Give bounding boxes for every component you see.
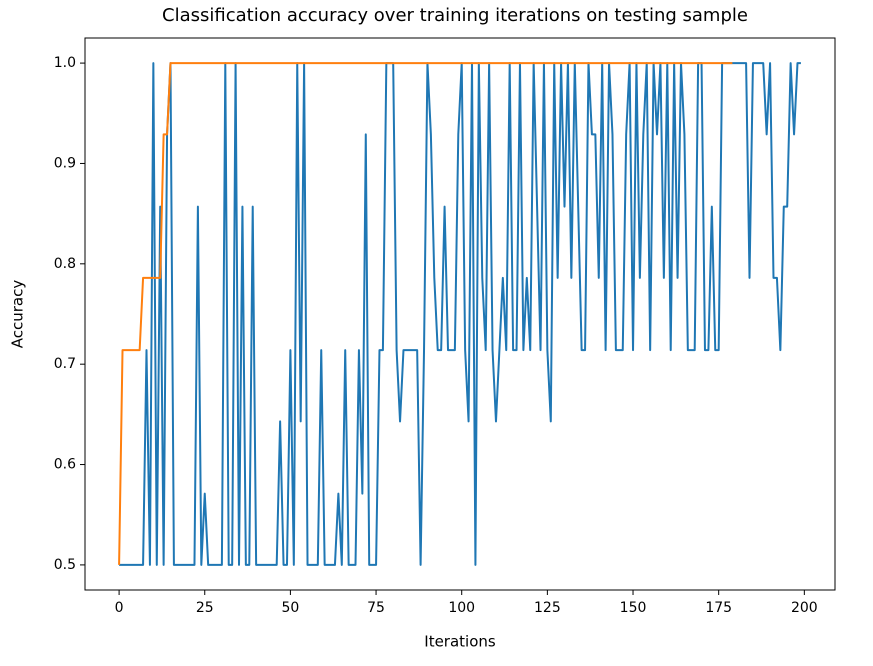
x-tick-label: 125: [534, 600, 561, 616]
series-line: [119, 62, 801, 566]
x-tick-label: 200: [791, 600, 818, 616]
x-tick-label: 150: [620, 600, 647, 616]
y-axis-label: Accuracy: [9, 280, 27, 349]
y-tick-label: 0.8: [54, 256, 76, 272]
y-tick-label: 0.5: [54, 557, 76, 573]
x-tick-label: 25: [196, 600, 214, 616]
y-tick-label: 0.7: [54, 356, 76, 372]
x-tick-label: 100: [448, 600, 475, 616]
series-line: [118, 62, 733, 565]
chart-title: Classification accuracy over training it…: [162, 5, 748, 26]
y-tick-label: 0.9: [54, 155, 76, 171]
plot-frame: [84, 37, 836, 591]
x-tick-label: 50: [281, 600, 299, 616]
x-tick-label: 0: [115, 600, 124, 616]
y-tick-label: 0.6: [54, 457, 76, 473]
x-tick-label: 75: [367, 600, 385, 616]
y-tick-label: 1.0: [54, 55, 76, 71]
x-axis-label: Iterations: [424, 633, 496, 651]
x-tick-label: 175: [705, 600, 732, 616]
